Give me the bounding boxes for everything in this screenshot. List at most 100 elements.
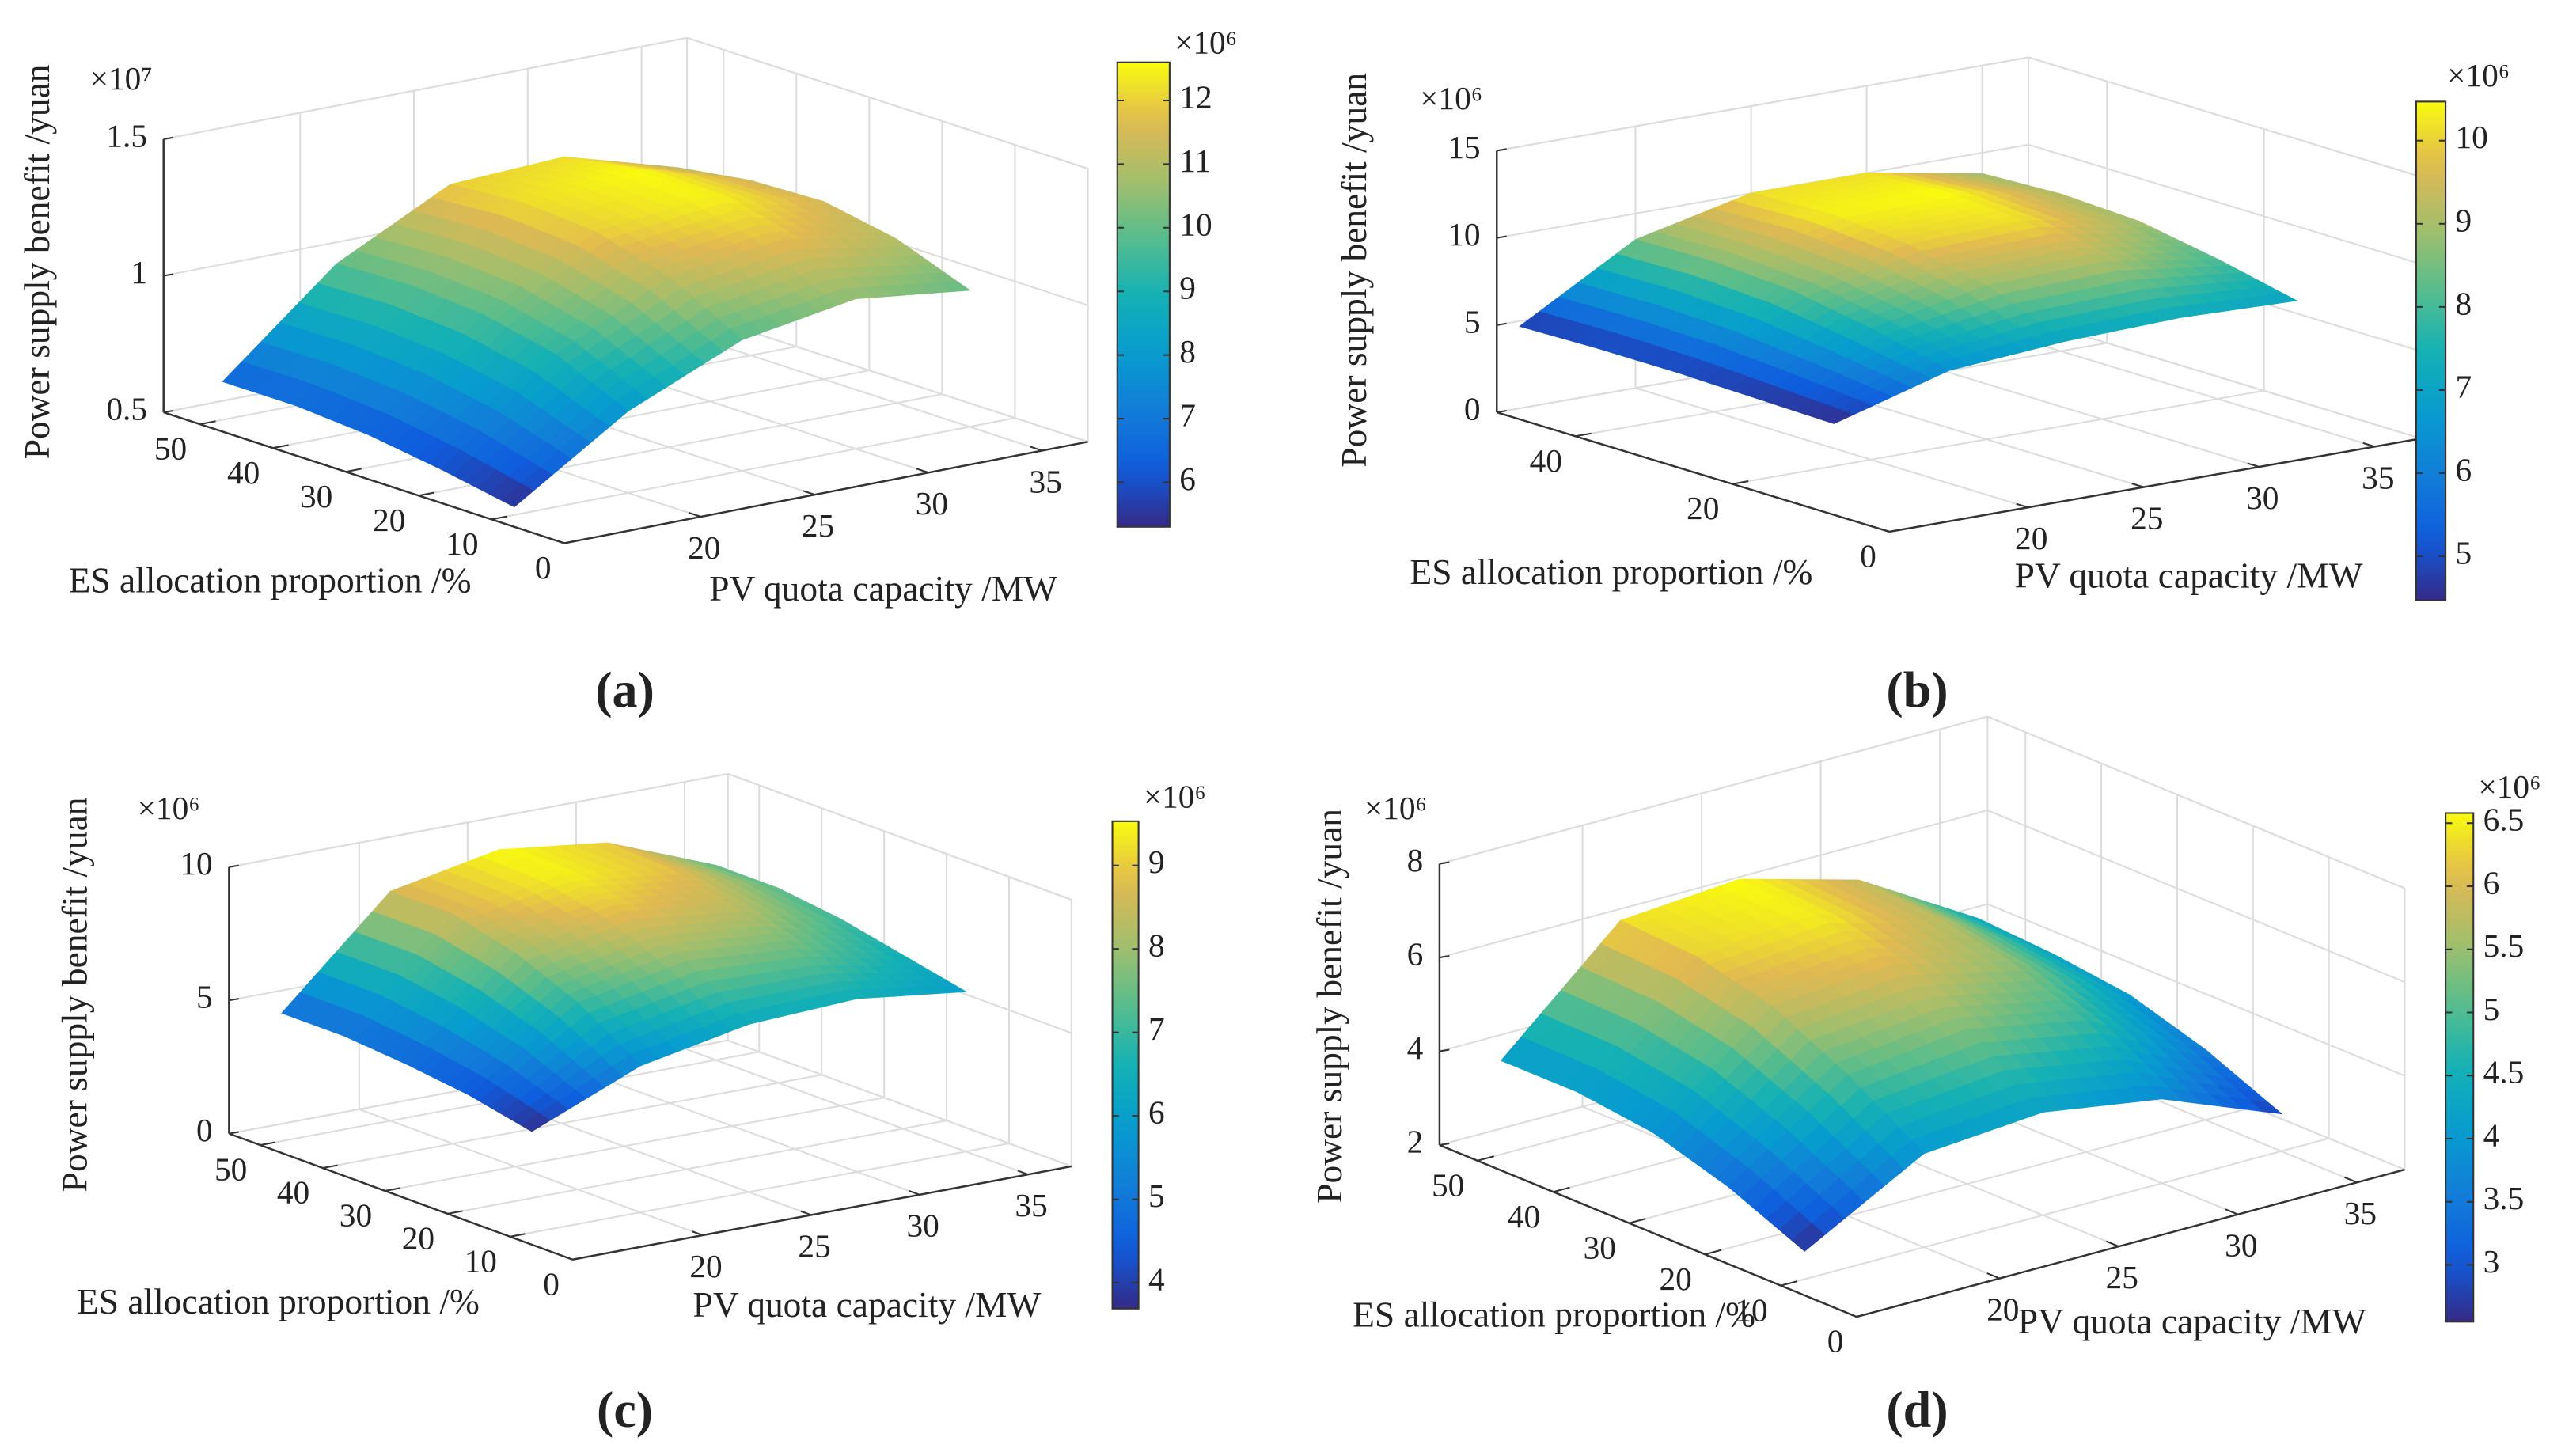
z-tick-label: 15: [1448, 129, 1480, 165]
grid-line: [575, 1067, 920, 1196]
colorbar: [2445, 812, 2475, 1323]
y-tick-label: 50: [214, 1151, 247, 1188]
colorbar-tick-label: 3.5: [2483, 1180, 2525, 1216]
colorbar-tick-label: 6: [1148, 1094, 1165, 1131]
grid-line: [684, 1048, 1029, 1176]
grid-line: [322, 1074, 822, 1170]
y-axis-label: ES allocation proportion /%: [69, 560, 472, 601]
y-tick-label: 20: [402, 1220, 434, 1257]
x-tick-label: 35: [1015, 1187, 1048, 1223]
panel-label: (a): [595, 662, 655, 718]
x-tick-label: 30: [906, 1208, 939, 1244]
panel-label: (c): [597, 1382, 653, 1438]
y-tick: [563, 539, 581, 544]
x-axis-label: PV quota capacity /MW: [2015, 555, 2363, 595]
grid-line: [510, 1142, 1010, 1238]
y-tick: [1732, 480, 1749, 485]
colorbar-tick-label: 7: [1179, 397, 1196, 434]
colorbar-tick-label: 10: [1179, 206, 1212, 242]
y-tick: [510, 1233, 526, 1238]
y-tick-label: 40: [227, 454, 260, 491]
y-tick: [1780, 1280, 1798, 1287]
z-exponent: ×10⁶: [1420, 80, 1482, 116]
x-tick: [692, 1230, 704, 1236]
y-tick: [272, 444, 289, 449]
x-tick-label: 25: [2131, 500, 2163, 537]
box-edge: [2028, 56, 2422, 178]
surface-patch: [1791, 1223, 1826, 1252]
x-tick: [1030, 446, 1043, 452]
colorbar: [1116, 61, 1171, 528]
y-tick: [1889, 528, 1906, 533]
z-tick: [163, 273, 174, 277]
y-tick-label: 30: [1584, 1229, 1616, 1265]
grid-line: [385, 1097, 885, 1192]
z-tick: [229, 864, 239, 868]
z-tick-label: 8: [1407, 842, 1424, 878]
y-tick-label: 0: [1827, 1323, 1844, 1359]
colorbar-tick-label: 9: [1179, 270, 1196, 306]
box-edge: [1439, 715, 1988, 865]
x-tick: [2362, 442, 2375, 448]
z-axis-label: Power supply benefit /yuan: [55, 797, 95, 1192]
z-tick-label: 2: [1407, 1124, 1424, 1160]
x-axis-label: PV quota capacity /MW: [709, 568, 1057, 609]
colorbar-exponent: ×10⁶: [1144, 778, 1206, 814]
z-axis-label: Power supply benefit /yuan: [1334, 73, 1374, 468]
colorbar-tick-label: 5: [2483, 991, 2500, 1027]
z-tick: [1439, 861, 1450, 865]
colorbar-tick-label: 4: [1148, 1261, 1165, 1298]
y-tick-label: 40: [1530, 442, 1562, 479]
colorbar-tick-label: 8: [1148, 927, 1165, 964]
colorbar-tick-label: 6: [2456, 452, 2472, 488]
box-edge: [229, 772, 728, 868]
y-tick: [1553, 1186, 1570, 1193]
grid-line: [1732, 389, 2264, 485]
z-axis-label: Power supply benefit /yuan: [17, 64, 57, 459]
y-tick-label: 30: [340, 1197, 372, 1234]
x-tick-label: 20: [1986, 1291, 2019, 1327]
z-tick-label: 0.5: [106, 391, 147, 427]
colorbar-tick-label: 6: [2483, 864, 2500, 901]
y-axis-label: ES allocation proportion /%: [1410, 552, 1813, 592]
y-tick: [1477, 1155, 1494, 1162]
x-tick-label: 35: [1029, 463, 1061, 499]
z-exponent: ×10⁶: [1364, 790, 1427, 826]
z-tick: [1439, 954, 1450, 959]
y-tick-label: 0: [543, 1265, 560, 1302]
x-tick-label: 20: [689, 1248, 722, 1284]
y-tick: [1629, 1218, 1646, 1224]
y-axis-label: ES allocation proportion /%: [1353, 1295, 1755, 1335]
colorbar-exponent: ×10⁶: [1174, 25, 1237, 61]
surface-patch: [520, 1113, 551, 1132]
colorbar-tick-label: 4: [2483, 1117, 2500, 1154]
colorbar-tick-label: 7: [1148, 1010, 1165, 1047]
z-tick: [1439, 1048, 1450, 1052]
x-tick: [800, 1210, 812, 1216]
z-tick: [1497, 235, 1507, 239]
grid-line: [1635, 387, 2028, 509]
z-tick-label: 1: [131, 254, 147, 290]
colorbar-tick-label: 8: [2456, 285, 2472, 321]
x-tick-label: 30: [916, 485, 948, 521]
y-tick: [1575, 432, 1592, 438]
colorbar-exponent: ×10⁶: [2478, 768, 2540, 805]
x-tick-label: 30: [2246, 480, 2279, 516]
z-exponent: ×10⁶: [138, 790, 200, 826]
z-exponent: ×10⁷: [90, 60, 153, 97]
x-axis: [563, 441, 1088, 544]
y-axis: [163, 411, 565, 544]
colorbar-exponent: ×10⁶: [2447, 57, 2510, 93]
x-tick-label: 35: [2344, 1195, 2377, 1231]
y-tick: [1856, 1311, 1874, 1318]
colorbar-tick-label: 9: [2456, 202, 2472, 238]
x-tick: [2105, 1240, 2119, 1248]
z-tick-label: 5: [196, 979, 213, 1015]
colorbar-tick-label: 3: [2483, 1243, 2500, 1280]
x-tick-label: 35: [2362, 459, 2394, 495]
y-tick: [418, 491, 434, 497]
colorbar-tick-label: 6.5: [2483, 802, 2525, 838]
x-tick: [802, 490, 815, 496]
z-tick-label: 4: [1407, 1029, 1424, 1066]
y-tick: [572, 1256, 588, 1261]
